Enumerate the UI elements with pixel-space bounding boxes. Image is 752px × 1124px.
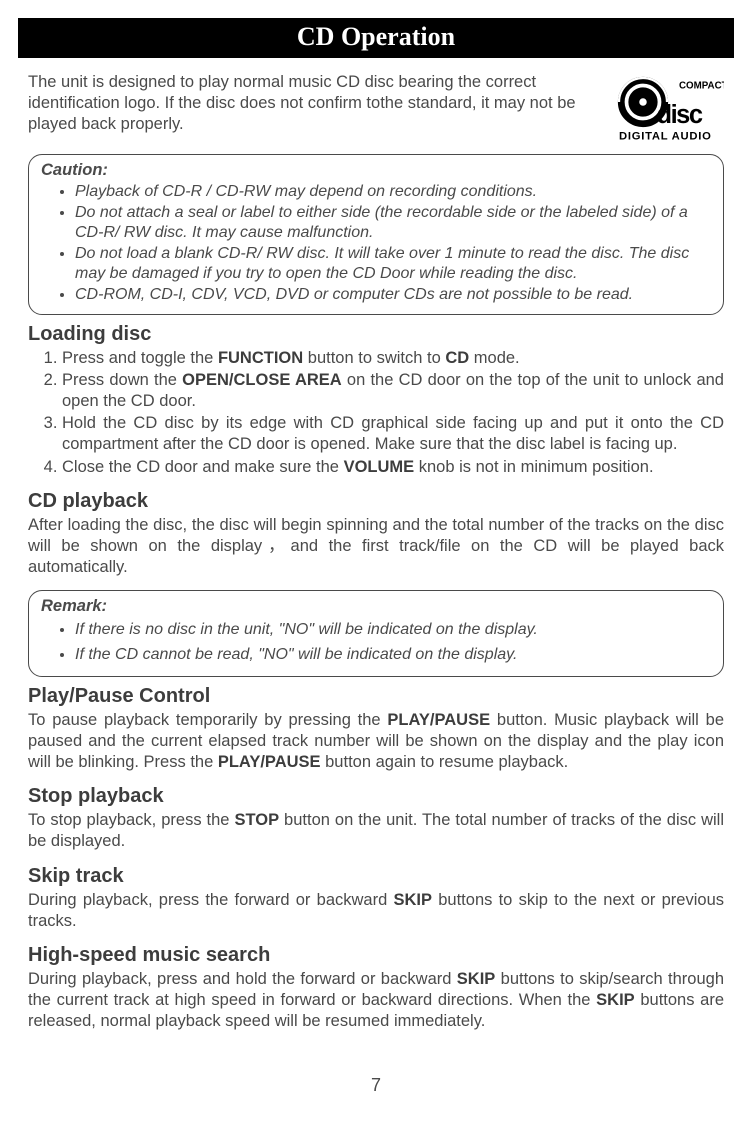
caution-item: Do not attach a seal or label to either …	[75, 203, 711, 243]
intro-text: The unit is designed to play normal musi…	[28, 72, 590, 144]
step-item: Press down the OPEN/CLOSE AREA on the CD…	[62, 370, 724, 412]
skip-body: During playback, press the forward or ba…	[28, 890, 724, 932]
compact-disc-logo: COMPACT disc DIGITAL AUDIO	[604, 72, 724, 144]
caution-heading: Caution:	[41, 161, 711, 180]
skip-heading: Skip track	[28, 865, 724, 888]
remark-item: If the CD cannot be read, "NO" will be i…	[75, 643, 711, 667]
caution-item: Do not load a blank CD-R/ RW disc. It wi…	[75, 244, 711, 284]
step-item: Hold the CD disc by its edge with CD gra…	[62, 413, 724, 455]
stop-body: To stop playback, press the STOP button …	[28, 810, 724, 852]
svg-text:COMPACT: COMPACT	[679, 81, 724, 92]
caution-list: Playback of CD-R / CD-RW may depend on r…	[41, 182, 711, 305]
page-number: 7	[0, 1075, 752, 1096]
remark-heading: Remark:	[41, 597, 711, 616]
intro-row: The unit is designed to play normal musi…	[28, 72, 724, 144]
page-title-bar: CD Operation	[18, 18, 734, 58]
caution-item: Playback of CD-R / CD-RW may depend on r…	[75, 182, 711, 202]
remark-item: If there is no disc in the unit, "NO" wi…	[75, 618, 711, 642]
stop-heading: Stop playback	[28, 785, 724, 808]
step-item: Press and toggle the FUNCTION button to …	[62, 348, 724, 369]
svg-text:disc: disc	[657, 101, 703, 129]
search-heading: High-speed music search	[28, 944, 724, 967]
playback-body: After loading the disc, the disc will be…	[28, 515, 724, 578]
loading-steps: Press and toggle the FUNCTION button to …	[28, 348, 724, 478]
loading-heading: Loading disc	[28, 323, 724, 346]
search-body: During playback, press and hold the forw…	[28, 969, 724, 1032]
remark-list: If there is no disc in the unit, "NO" wi…	[41, 618, 711, 667]
caution-item: CD-ROM, CD-I, CDV, VCD, DVD or computer …	[75, 285, 711, 305]
caution-box: Caution: Playback of CD-R / CD-RW may de…	[28, 154, 724, 315]
remark-box: Remark: If there is no disc in the unit,…	[28, 590, 724, 677]
playpause-heading: Play/Pause Control	[28, 685, 724, 708]
step-item: Close the CD door and make sure the VOLU…	[62, 457, 724, 478]
svg-text:DIGITAL AUDIO: DIGITAL AUDIO	[619, 131, 712, 143]
playpause-body: To pause playback temporarily by pressin…	[28, 710, 724, 773]
playback-heading: CD playback	[28, 490, 724, 513]
